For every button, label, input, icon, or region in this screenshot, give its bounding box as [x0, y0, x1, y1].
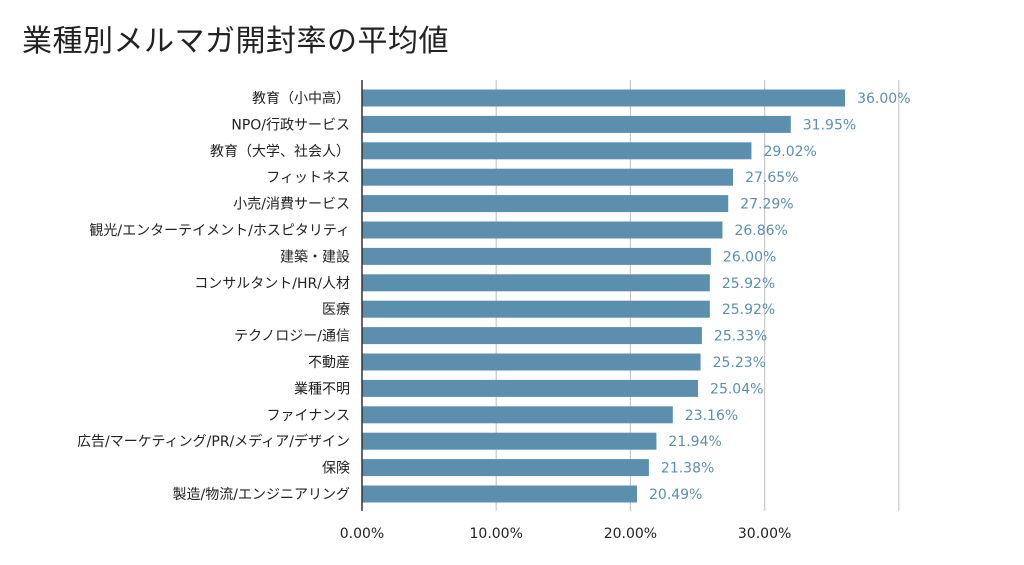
bar [362, 247, 711, 265]
bar [362, 274, 710, 292]
category-label: 観光/エンターテイメント/ホスピタリティ [89, 222, 350, 239]
bar [362, 459, 649, 477]
value-label: 25.92% [722, 276, 775, 292]
category-label: ファイナンス [267, 408, 350, 424]
category-label: NPO/行政サービス [231, 117, 350, 133]
category-label: 小売/消費サービス [233, 197, 350, 213]
chart-title: 業種別メルマガ開封率の平均値 [22, 24, 449, 59]
bar [362, 300, 710, 318]
value-label: 26.00% [723, 249, 776, 265]
x-tick-label: 0.00% [340, 526, 384, 542]
bar [362, 168, 734, 186]
value-label: 27.65% [745, 170, 798, 186]
category-label: コンサルタント/HR/人材 [194, 276, 350, 292]
category-label: 保険 [322, 461, 350, 477]
value-label: 25.33% [714, 329, 767, 345]
bar [362, 432, 657, 450]
category-label: テクノロジー/通信 [234, 329, 350, 345]
bar [362, 221, 723, 239]
bar [362, 115, 791, 133]
bar [362, 353, 701, 371]
value-label: 25.23% [713, 355, 766, 371]
bar [362, 195, 729, 213]
bar [362, 89, 846, 107]
value-label: 23.16% [685, 408, 738, 424]
category-label: 製造/物流/エンジニアリング [173, 487, 350, 503]
x-tick-label: 10.00% [470, 526, 523, 542]
value-label: 25.92% [722, 302, 775, 318]
value-label: 26.86% [734, 223, 787, 239]
value-labels: 36.00%31.95% 29.02% 27.65% 27.29% 26.86% 26.0… [649, 91, 911, 503]
category-label: 教育（大学、社会人） [210, 144, 350, 160]
bar [362, 485, 637, 503]
value-label: 21.94% [668, 434, 721, 450]
category-label: 不動産 [308, 355, 350, 371]
value-label: 20.49% [649, 487, 702, 503]
bars [362, 89, 846, 503]
value-label: 25.04% [710, 381, 763, 397]
bar [362, 327, 702, 345]
value-label: 21.38% [661, 461, 714, 477]
x-tick-labels: 0.00% 10.00% 20.00% 30.00% [340, 526, 792, 542]
value-label: 29.02% [763, 144, 816, 160]
category-label: 医療 [322, 301, 350, 318]
category-label: 建築・建設 [280, 249, 350, 265]
category-label: 教育（小中高） [252, 90, 350, 107]
category-label: フィットネス [266, 170, 350, 186]
category-label: 広告/マーケティング/PR/メディア/デザイン [77, 433, 350, 450]
bar [362, 142, 752, 160]
x-tick-label: 20.00% [604, 526, 657, 542]
bar [362, 406, 673, 424]
value-label: 27.29% [740, 197, 793, 213]
value-label: 36.00% [857, 91, 910, 107]
value-label: 31.95% [803, 117, 856, 133]
x-tick-label: 30.00% [738, 526, 791, 542]
bar [362, 379, 699, 397]
category-label: 業種不明 [294, 381, 350, 397]
